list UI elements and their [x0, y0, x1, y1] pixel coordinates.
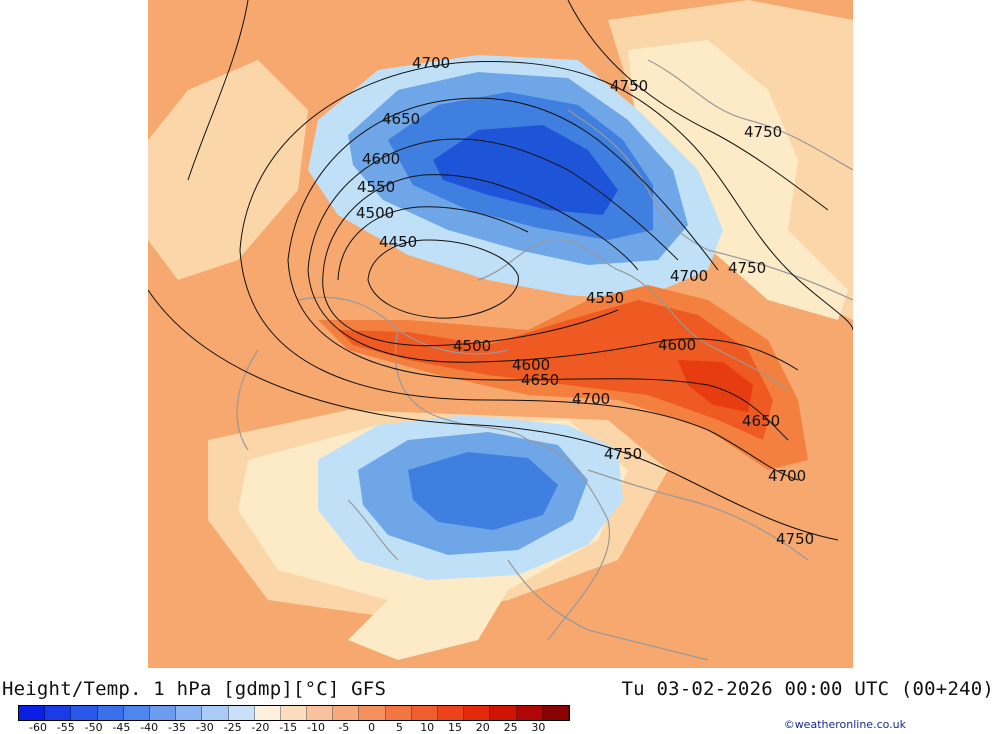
colorbar-label: -20: [251, 721, 270, 734]
temperature-area-cream: [628, 40, 848, 320]
colorbar-swatch: [438, 706, 465, 720]
colorbar-swatch: [333, 706, 360, 720]
colorbar-label: -55: [56, 721, 75, 734]
contour-label: 4600: [658, 336, 696, 354]
colorbar-label: -40: [140, 721, 159, 734]
contour-label: 4550: [357, 178, 395, 196]
colorbar-label: 20: [475, 721, 490, 734]
contour-label: 4750: [610, 77, 648, 95]
temperature-area-deep-blue: [433, 125, 618, 215]
colorbar-swatch: [411, 706, 438, 720]
colorbar-swatch: [516, 706, 543, 720]
contour-label: 4600: [362, 150, 400, 168]
colorbar-swatch: [307, 706, 334, 720]
colorbar-label: -30: [195, 721, 214, 734]
colorbar-swatch: [542, 706, 569, 720]
temperature-area-red: [678, 360, 753, 412]
colorbar-label: -25: [223, 721, 242, 734]
height-contours: [148, 0, 853, 541]
colorbar-label: -5: [338, 721, 350, 734]
contour-label: 4750: [744, 123, 782, 141]
forecast-timestamp: Tu 03-02-2026 00:00 UTC (00+240): [621, 678, 994, 700]
contour-label: 4500: [453, 337, 491, 355]
contour-label: 4750: [604, 445, 642, 463]
colorbar-swatch: [490, 706, 517, 720]
colorbar-label: -10: [307, 721, 325, 734]
colorbar-swatch: [280, 706, 308, 720]
colorbar-label: -50: [84, 721, 103, 734]
colorbar-swatch: [385, 706, 412, 720]
colorbar-swatch: [228, 706, 255, 720]
map-title: Height/Temp. 1 hPa [gdmp][°C] GFS: [2, 678, 387, 700]
colorbar-labels: -60 -55 -50 -45 -40 -35 -30 -25 -20 -15 -10 -5 0 5 10 1…: [18, 721, 568, 734]
temperature-area-cream: [348, 590, 508, 660]
colorbar-swatch: [254, 706, 281, 720]
map-canvas: 4700 4750 4750 4650 4600 4550 4500 4450 …: [148, 0, 853, 668]
colorbar-swatch: [19, 706, 46, 720]
colorbar-swatch: [464, 706, 491, 720]
contour-label: 4700: [412, 54, 450, 72]
colorbar-swatch: [359, 706, 386, 720]
contour-label: 4450: [379, 233, 417, 251]
colorbar-label: -60: [29, 721, 47, 734]
temperature-area-red-orange: [338, 300, 773, 440]
colorbar-swatch: [176, 706, 203, 720]
contour-label: 4750: [776, 530, 814, 548]
contour-label: 4700: [768, 467, 806, 485]
contour-label: 4700: [572, 390, 610, 408]
contour-label: 4650: [521, 371, 559, 389]
colorbar-swatch: [149, 706, 177, 720]
colorbar-swatch: [97, 706, 124, 720]
colorbar-swatch: [202, 706, 229, 720]
temperature-area-pale-warm: [148, 60, 308, 280]
contour-label: 4650: [382, 110, 420, 128]
colorbar-swatch: [71, 706, 98, 720]
colorbar-swatch: [123, 706, 150, 720]
contour-label: 4700: [670, 267, 708, 285]
contour-label: 4500: [356, 204, 394, 222]
colorbar-label: 10: [420, 721, 435, 734]
colorbar-label: 25: [503, 721, 518, 734]
contour-label: 4600: [512, 356, 550, 374]
temperature-colorbar: [18, 705, 570, 721]
country-borders: [236, 59, 853, 661]
colorbar-label: -35: [168, 721, 186, 734]
colorbar-label: 0: [368, 721, 376, 734]
contour-label: 4750: [728, 259, 766, 277]
contour-labels: 4700 4750 4750 4650 4600 4550 4500 4450 …: [356, 54, 814, 548]
weather-map: 4700 4750 4750 4650 4600 4550 4500 4450 …: [148, 0, 853, 668]
contour-label: 4650: [742, 412, 780, 430]
colorbar-label: 15: [448, 721, 462, 734]
colorbar-label: 5: [395, 721, 403, 734]
colorbar-label: 30: [531, 721, 546, 734]
colorbar-label: -15: [279, 721, 298, 734]
contour-label: 4550: [586, 289, 624, 307]
temperature-area-blue: [408, 452, 558, 530]
colorbar-label: -45: [112, 721, 131, 734]
colorbar-swatch: [45, 706, 72, 720]
credit-link[interactable]: ©weatheronline.co.uk: [783, 718, 906, 731]
